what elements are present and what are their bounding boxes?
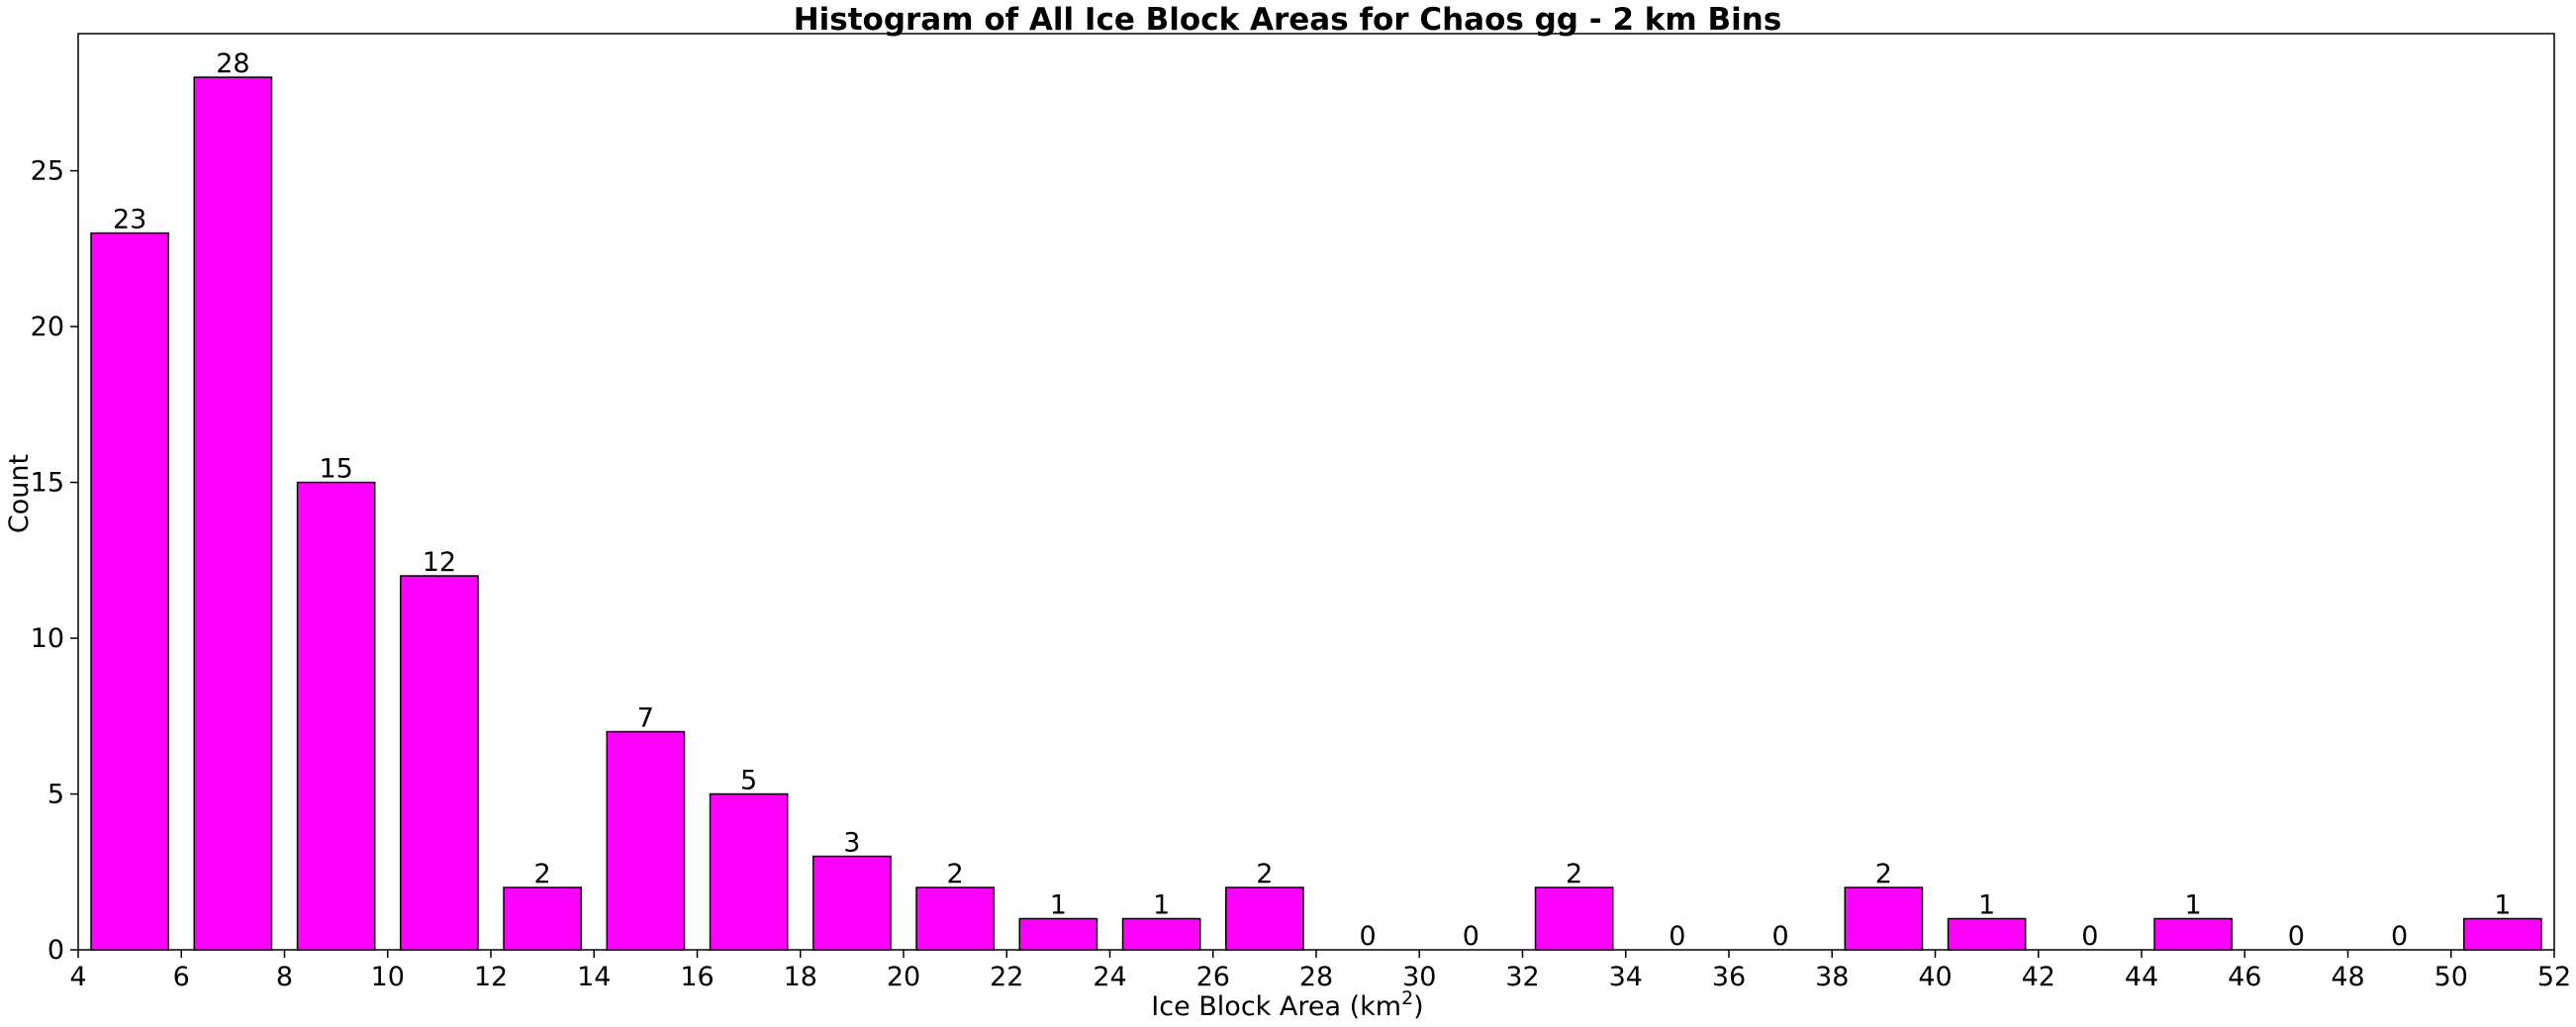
x-tick-label-2: 8 [276, 962, 293, 992]
bar-value-label-21: 0 [2288, 921, 2305, 952]
y-tick-label-3: 15 [31, 468, 64, 499]
bar-23 [2463, 917, 2542, 951]
x-tick-label-17: 38 [1815, 962, 1849, 992]
x-tick-label-0: 4 [69, 962, 86, 992]
x-tick-label-14: 32 [1505, 962, 1539, 992]
bar-value-label-6: 5 [740, 766, 757, 796]
bar-11 [1225, 887, 1304, 951]
bar-value-label-11: 2 [1256, 859, 1273, 889]
bar-value-label-5: 7 [637, 703, 654, 734]
bar-value-label-17: 2 [1875, 859, 1892, 889]
chart-title: Histogram of All Ice Block Areas for Cha… [794, 2, 1782, 38]
x-tick-label-18: 40 [1918, 962, 1952, 992]
bar-value-label-9: 1 [1050, 890, 1067, 921]
bar-9 [1018, 917, 1098, 951]
bar-5 [606, 730, 686, 951]
x-tick-label-24: 52 [2537, 962, 2571, 992]
bar-7 [812, 855, 892, 951]
y-tick-label-4: 20 [31, 312, 64, 342]
x-tick-label-7: 18 [784, 962, 817, 992]
x-tick-label-21: 46 [2228, 962, 2261, 992]
x-tick-label-23: 50 [2434, 962, 2468, 992]
bar-value-label-8: 2 [947, 859, 964, 889]
bar-value-label-12: 0 [1360, 921, 1377, 952]
bar-8 [915, 887, 995, 951]
x-tick-label-20: 44 [2125, 962, 2158, 992]
bars-group [90, 76, 2542, 951]
x-tick-label-4: 12 [474, 962, 508, 992]
bar-value-label-23: 1 [2494, 890, 2511, 921]
x-tick-label-5: 14 [577, 962, 611, 992]
bar-value-label-16: 0 [1772, 921, 1789, 952]
x-tick-label-13: 30 [1402, 962, 1436, 992]
bar-20 [2153, 917, 2233, 951]
x-tick-label-10: 24 [1093, 962, 1126, 992]
bar-18 [1947, 917, 2027, 951]
x-tick-label-1: 6 [173, 962, 190, 992]
y-axis-label: Count [4, 454, 35, 533]
bar-value-label-7: 3 [843, 828, 860, 859]
bar-value-label-4: 2 [534, 859, 551, 889]
y-tick-label-1: 5 [48, 780, 64, 810]
bar-1 [193, 76, 273, 951]
bar-14 [1534, 887, 1614, 951]
bar-0 [90, 232, 169, 951]
x-tick-label-3: 10 [371, 962, 405, 992]
bar-value-label-10: 1 [1153, 890, 1170, 921]
x-axis-label-suffix: ) [1413, 991, 1424, 1022]
bar-value-label-20: 1 [2185, 890, 2202, 921]
bar-value-label-13: 0 [1463, 921, 1479, 952]
x-tick-label-8: 20 [887, 962, 920, 992]
y-axis: 0 5 10 15 20 25 [31, 156, 78, 966]
x-axis-label-text: Ice Block Area (km [1151, 991, 1401, 1022]
x-tick-label-11: 26 [1196, 962, 1230, 992]
x-tick-label-6: 16 [680, 962, 714, 992]
bar-value-label-18: 1 [1978, 890, 1995, 921]
bar-value-label-2: 15 [319, 454, 352, 485]
x-axis-label: Ice Block Area (km2) [1151, 987, 1423, 1022]
y-tick-label-5: 25 [31, 156, 64, 187]
bar-3 [400, 575, 479, 951]
y-tick-label-2: 10 [31, 623, 64, 654]
bar-value-label-0: 23 [113, 205, 146, 235]
bar-value-label-3: 12 [423, 547, 456, 578]
x-tick-label-12: 28 [1299, 962, 1333, 992]
x-tick-label-22: 48 [2331, 962, 2364, 992]
x-tick-label-9: 22 [990, 962, 1023, 992]
bar-value-label-19: 0 [2081, 921, 2098, 952]
bar-value-label-22: 0 [2391, 921, 2408, 952]
bar-10 [1121, 917, 1201, 951]
x-axis-label-superscript: 2 [1401, 987, 1413, 1009]
bar-17 [1844, 887, 1924, 951]
bar-value-label-15: 0 [1669, 921, 1685, 952]
plot-frame [77, 33, 2555, 951]
bar-value-label-1: 28 [216, 48, 249, 79]
x-tick-label-19: 42 [2022, 962, 2055, 992]
x-tick-label-16: 36 [1712, 962, 1746, 992]
y-tick-label-0: 0 [48, 935, 64, 966]
bar-4 [503, 887, 582, 951]
bar-value-label-14: 2 [1566, 859, 1582, 889]
x-tick-label-15: 34 [1609, 962, 1643, 992]
bar-6 [709, 793, 789, 951]
bar-2 [296, 481, 376, 951]
x-axis: 4 6 8 10 12 14 16 18 20 22 24 26 28 30 32 34 36 38 40 42 44 4… [69, 950, 2571, 992]
